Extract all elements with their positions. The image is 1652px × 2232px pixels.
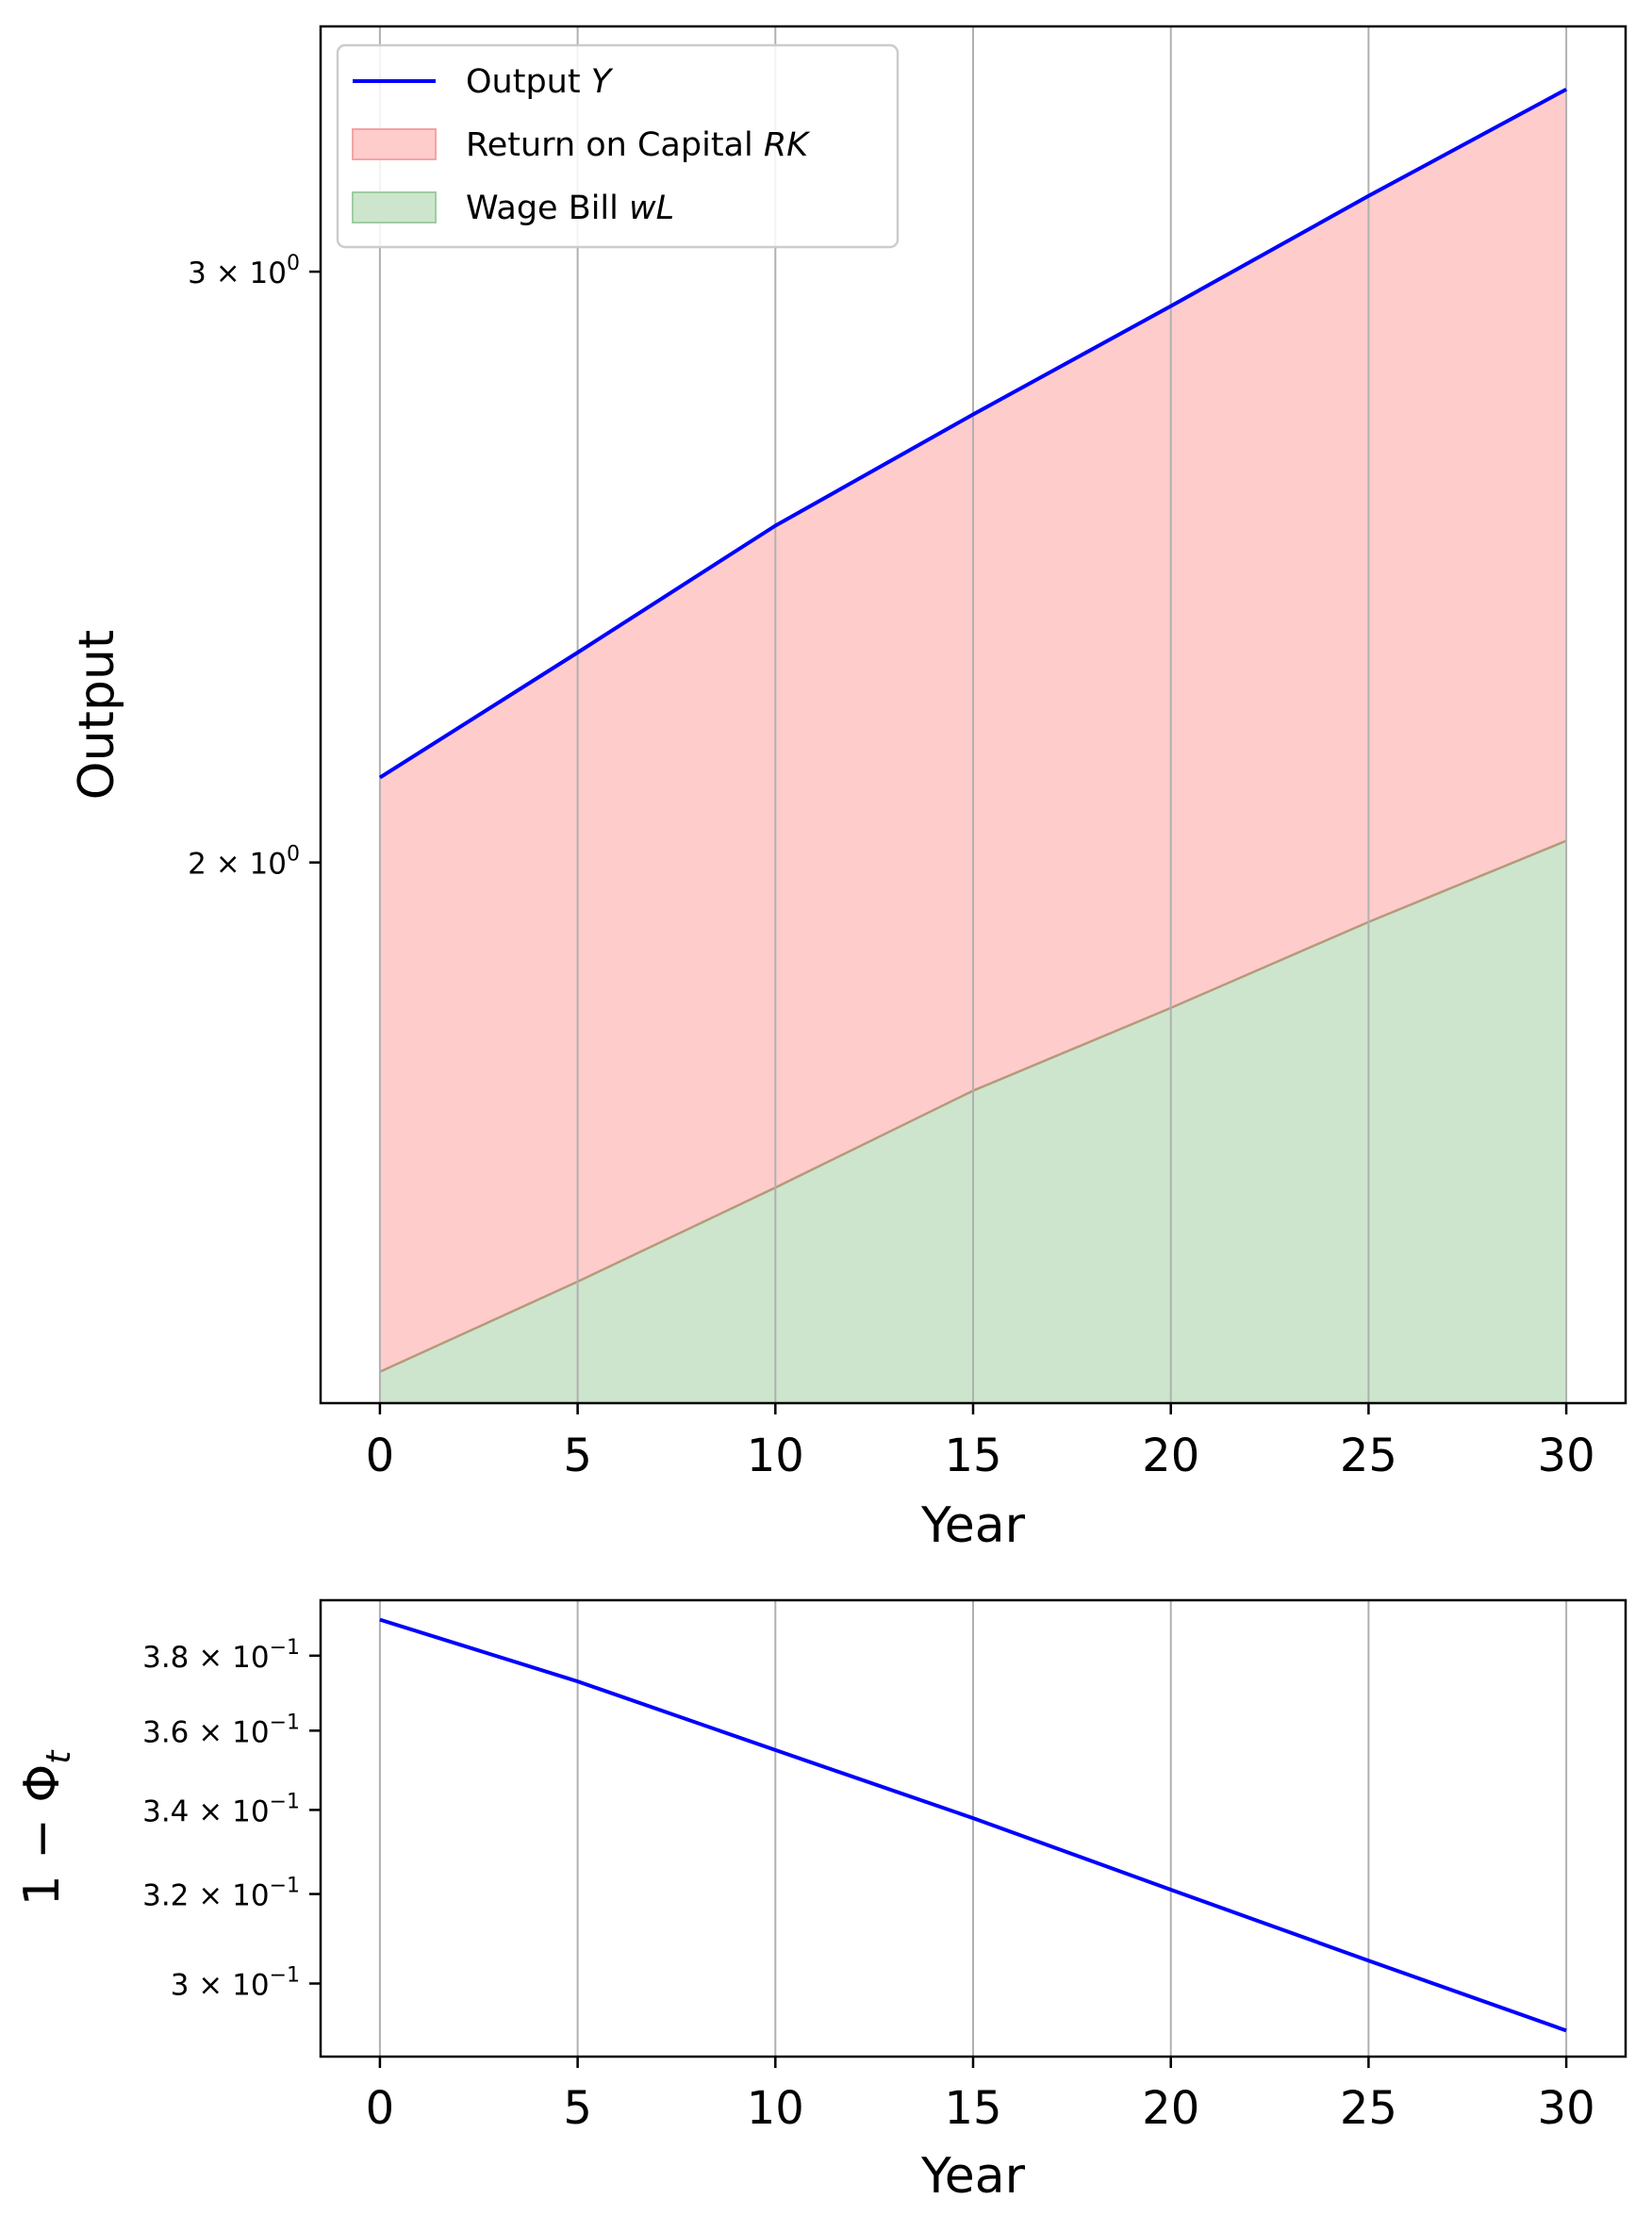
- phi-chart: 0 5 10 15 20 25 30 3.8 × 10−1 3.6 × 10−1 3.4 × 10…: [14, 1598, 1627, 2205]
- x-tick-label: 5: [563, 1430, 592, 1482]
- x-axis-label: Year: [920, 2148, 1026, 2205]
- plot-area: [378, 1600, 1568, 2057]
- y-tick-label: 3.4 × 10−1: [142, 1790, 300, 1828]
- output-line: [378, 87, 1568, 780]
- x-tick-label: 0: [366, 2082, 395, 2135]
- x-axis-label: Year: [920, 1497, 1026, 1554]
- x-tick-label: 20: [1142, 2082, 1199, 2135]
- y-axis-label: Output: [69, 630, 125, 801]
- x-tick-label: 10: [747, 1430, 804, 1482]
- y-axis-label: 1 − Φt: [14, 1749, 78, 1907]
- y-tick-label: 3.8 × 10−1: [142, 1636, 300, 1675]
- plot-area: [378, 26, 1568, 1403]
- y-tick-label: 3 × 10−1: [171, 1963, 300, 2002]
- x-tick-label: 25: [1340, 1430, 1397, 1482]
- y-tick-label: 3.6 × 10−1: [142, 1711, 300, 1749]
- legend-entry: Return on Capital RK: [466, 126, 811, 164]
- legend-swatch-fill: [352, 128, 437, 160]
- x-tick-label: 15: [944, 2082, 1001, 2135]
- output-chart: 0 5 10 15 20 25 30 3 × 100 2 × 100 Year Output Outp…: [69, 25, 1627, 1554]
- legend-entry: Wage Bill wL: [466, 190, 674, 227]
- legend-swatch-fill: [352, 191, 437, 223]
- x-tick-label: 5: [563, 2082, 592, 2135]
- x-tick-label: 20: [1142, 1430, 1199, 1482]
- legend-box: [336, 43, 900, 249]
- phi-line: [379, 1617, 1567, 2033]
- legend: Output Y Return on Capital RK Wage Bill wL: [336, 43, 900, 249]
- x-tick-label: 15: [944, 1430, 1001, 1482]
- x-tick-label: 25: [1340, 2082, 1397, 2135]
- y-tick-label: 3 × 100: [188, 252, 300, 290]
- x-tick-label: 0: [366, 1430, 395, 1482]
- y-tick-label: 3.2 × 10−1: [142, 1875, 300, 1913]
- x-tick-label: 10: [747, 2082, 804, 2135]
- x-tick-label: 30: [1538, 2082, 1595, 2135]
- legend-entry: Output Y: [466, 63, 614, 101]
- x-tick-label: 30: [1538, 1430, 1595, 1482]
- y-tick-label: 2 × 100: [188, 843, 300, 882]
